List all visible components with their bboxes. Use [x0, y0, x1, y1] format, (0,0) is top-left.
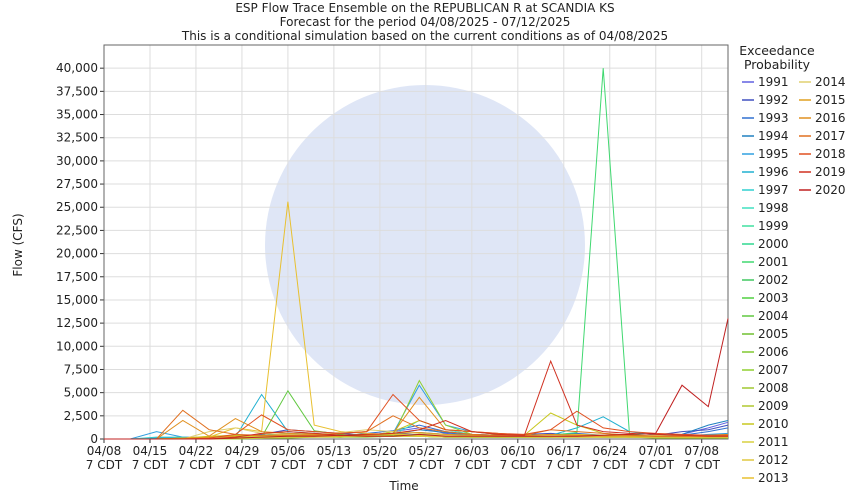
legend-label: 2013	[758, 471, 789, 485]
x-tick-label: 05/06	[271, 444, 306, 458]
y-tick-label: 40,000	[56, 61, 98, 75]
x-tick-label: 04/15	[133, 444, 168, 458]
y-tick-label: 2,500	[64, 409, 98, 423]
x-tick-time: 7 CDT	[362, 458, 399, 472]
legend-label: 2014	[815, 75, 846, 89]
x-tick-label: 05/20	[363, 444, 398, 458]
legend-label: 2019	[815, 165, 846, 179]
series-line	[104, 431, 728, 440]
y-tick-label: 12,500	[56, 316, 98, 330]
x-tick-label: 06/17	[546, 444, 581, 458]
x-tick-time: 7 CDT	[178, 458, 215, 472]
legend-label: 2020	[815, 183, 846, 197]
y-tick-label: 0	[90, 432, 98, 446]
legend-label: 2007	[758, 363, 789, 377]
y-axis-label: Flow (CFS)	[11, 213, 25, 276]
y-tick-label: 17,500	[56, 270, 98, 284]
x-axis-label: Time	[388, 479, 418, 493]
legend-label: 1991	[758, 75, 789, 89]
x-tick-time: 7 CDT	[684, 458, 721, 472]
x-tick-time: 7 CDT	[270, 458, 307, 472]
x-tick-time: 7 CDT	[592, 458, 629, 472]
y-tick-label: 30,000	[56, 154, 98, 168]
x-tick-time: 7 CDT	[224, 458, 261, 472]
y-tick-label: 25,000	[56, 200, 98, 214]
y-tick-label: 22,500	[56, 223, 98, 237]
x-tick-label: 07/08	[684, 444, 719, 458]
chart-note: This is a conditional simulation based o…	[181, 29, 668, 43]
legend-label: 1992	[758, 93, 789, 107]
x-tick-time: 7 CDT	[546, 458, 583, 472]
x-tick-time: 7 CDT	[86, 458, 123, 472]
y-tick-label: 32,500	[56, 131, 98, 145]
chart-title: ESP Flow Trace Ensemble on the REPUBLICA…	[235, 1, 614, 15]
legend-label: 2001	[758, 255, 789, 269]
legend-label: 1998	[758, 201, 789, 215]
legend-label: 2011	[758, 435, 789, 449]
legend-label: 2016	[815, 111, 846, 125]
y-tick-label: 27,500	[56, 177, 98, 191]
y-tick-label: 10,000	[56, 339, 98, 353]
x-tick-label: 05/27	[409, 444, 444, 458]
x-tick-time: 7 CDT	[454, 458, 491, 472]
legend-label: 1999	[758, 219, 789, 233]
x-tick-label: 06/03	[455, 444, 490, 458]
x-tick-label: 04/29	[225, 444, 260, 458]
legend-label: 2002	[758, 273, 789, 287]
watermark	[265, 85, 585, 405]
y-tick-label: 15,000	[56, 293, 98, 307]
legend-label: 2017	[815, 129, 846, 143]
legend-label: 2003	[758, 291, 789, 305]
legend-label: 2004	[758, 309, 789, 323]
x-tick-time: 7 CDT	[408, 458, 445, 472]
y-tick-label: 35,000	[56, 108, 98, 122]
series-line	[104, 393, 728, 440]
x-tick-label: 06/10	[501, 444, 536, 458]
legend-title: Exceedance Probability	[739, 43, 815, 72]
legend-label: 2006	[758, 345, 789, 359]
legend-label: 1994	[758, 129, 789, 143]
legend-label: 2012	[758, 453, 789, 467]
legend-label: 2015	[815, 93, 846, 107]
legend-label: 2000	[758, 237, 789, 251]
series-line	[104, 409, 728, 440]
y-tick-label: 20,000	[56, 247, 98, 261]
x-tick-label: 06/24	[592, 444, 627, 458]
x-tick-label: 05/13	[317, 444, 352, 458]
x-tick-time: 7 CDT	[132, 458, 169, 472]
y-tick-label: 7,500	[64, 362, 98, 376]
y-tick-label: 5,000	[64, 386, 98, 400]
legend-label: 1996	[758, 165, 789, 179]
legend-label: 2008	[758, 381, 789, 395]
legend-label: 1997	[758, 183, 789, 197]
legend-label: 1993	[758, 111, 789, 125]
x-tick-time: 7 CDT	[638, 458, 675, 472]
x-tick-time: 7 CDT	[500, 458, 537, 472]
x-tick-time: 7 CDT	[316, 458, 353, 472]
series-line	[104, 318, 729, 440]
y-tick-label: 37,500	[56, 84, 98, 98]
legend-label: 2005	[758, 327, 789, 341]
x-tick-label: 07/01	[638, 444, 673, 458]
legend-label: 2010	[758, 417, 789, 431]
x-tick-label: 04/08	[87, 444, 122, 458]
x-tick-label: 04/22	[179, 444, 214, 458]
chart-subtitle: Forecast for the period 04/08/2025 - 07/…	[280, 15, 571, 29]
legend-label: 1995	[758, 147, 789, 161]
legend-label: 2009	[758, 399, 789, 413]
legend-label: 2018	[815, 147, 846, 161]
plot-frame	[103, 44, 729, 440]
